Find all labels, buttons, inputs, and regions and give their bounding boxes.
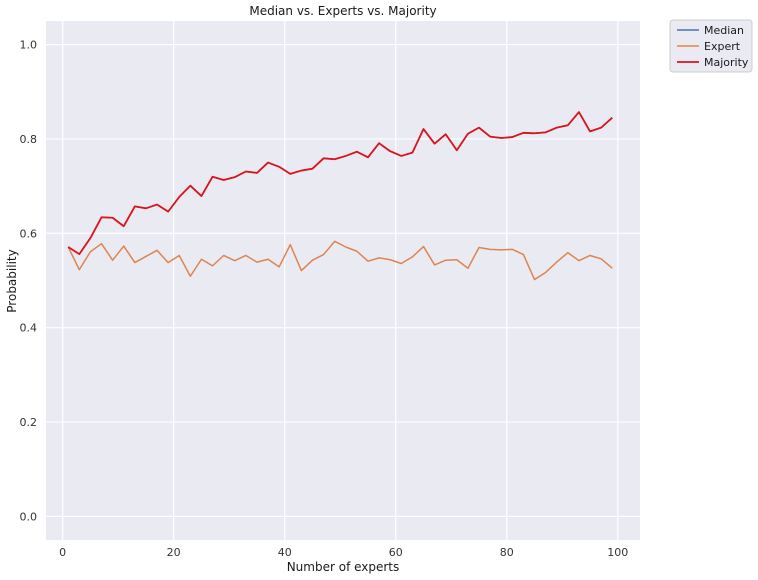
y-tick-label: 0.4 (20, 322, 38, 335)
legend-label-majority: Majority (704, 56, 749, 69)
x-tick-label: 60 (389, 546, 403, 559)
x-tick-label: 80 (500, 546, 514, 559)
y-tick-label: 0.6 (20, 227, 38, 240)
series-line-expert (67, 240, 613, 281)
legend-label-median: Median (704, 24, 744, 37)
series-lines (67, 111, 613, 281)
x-tick-label: 20 (167, 546, 181, 559)
y-tick-label: 1.0 (20, 39, 38, 52)
y-tick-label: 0.0 (20, 510, 38, 523)
series-line-majority (67, 111, 613, 255)
y-tick-label: 0.2 (20, 416, 38, 429)
legend-label-expert: Expert (704, 40, 741, 53)
grid (46, 21, 640, 540)
chart-title: Median vs. Experts vs. Majority (249, 4, 436, 18)
x-axis-label: Number of experts (287, 560, 400, 574)
x-tick-label: 0 (59, 546, 66, 559)
legend-frame (669, 19, 753, 73)
tick-labels: 0 20 40 60 80 100 0.0 0.2 0.4 0.6 0.8 1.0 (20, 39, 629, 559)
y-tick-label: 0.8 (20, 133, 38, 146)
x-tick-label: 100 (607, 546, 628, 559)
plot-background (46, 21, 640, 540)
y-axis-label: Probability (5, 249, 19, 312)
x-tick-label: 40 (278, 546, 292, 559)
legend: Median Expert Majority (669, 19, 753, 73)
